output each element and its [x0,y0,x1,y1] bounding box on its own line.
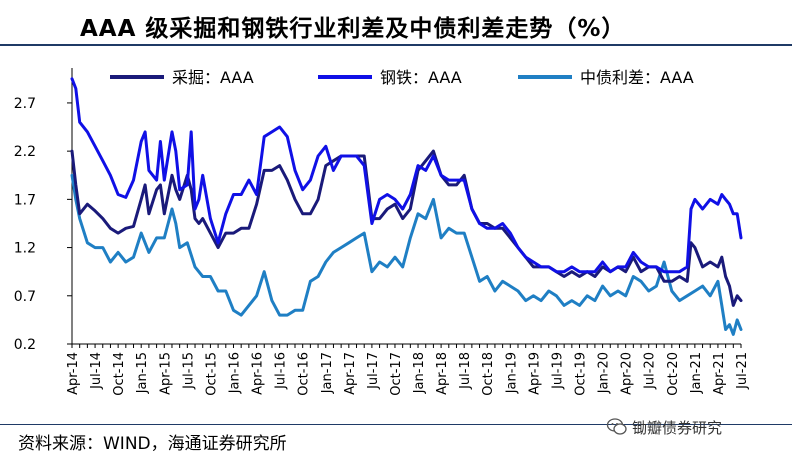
series-layer [70,77,743,336]
x-tick-label: Apr-20 [620,352,635,395]
x-tick-label: Oct-19 [574,352,589,396]
x-tick-label: Jan-15 [135,352,150,394]
x-tick-label: Jan-18 [412,352,427,394]
y-tick-label: 1.7 [14,192,36,208]
x-tick-label: Apr-15 [158,352,173,395]
y-tick-label: 2.7 [14,96,36,112]
source-note: 资料来源：WIND，海通证券研究所 [18,434,287,454]
x-tick-label: Jan-17 [320,352,335,394]
x-tick-label: Apr-19 [527,352,542,395]
x-tick-label: Oct-14 [112,352,127,396]
title-bar: AAA 级采掘和钢铁行业利差及中债利差走势（%） [0,0,792,46]
y-tick-label: 1.2 [14,241,36,257]
x-tick-label: Jan-19 [504,352,519,394]
x-tick-label: Apr-14 [66,352,81,395]
x-tick-label: Jul-17 [366,352,381,390]
legend-label-cbond: 中债利差：AAA [580,68,694,87]
series-line-steel [70,77,743,274]
x-tick-label: Jul-14 [89,352,104,390]
watermark-text: 锄瓣债券研究 [632,418,723,437]
x-tick-label: Jan-20 [597,352,612,394]
x-tick-label: Oct-15 [204,352,219,396]
x-tick-label: Oct-17 [389,352,404,396]
x-tick-label: Apr-18 [435,352,450,395]
x-tick-label: Jan-16 [227,352,242,394]
x-tick-label: Jul-19 [550,352,565,390]
chart-title: AAA 级采掘和钢铁行业利差及中债利差走势（%） [80,16,626,42]
watermark: 锄瓣债券研究 [606,416,722,438]
y-tick-label: 2.2 [14,144,36,160]
x-tick-label: Jul-16 [274,352,289,390]
x-tick-label: Jul-18 [458,352,473,390]
x-tick-label: Jan-21 [689,352,704,394]
x-tick-label: Oct-16 [297,352,312,396]
legend: 采掘：AAA 钢铁：AAA 中债利差：AAA [110,68,694,87]
series-line-cbond [70,173,743,336]
y-tick-label: 0.2 [14,337,36,353]
legend-label-mining: 采掘：AAA [172,68,254,87]
x-tick-label: Jul-20 [643,352,658,390]
y-tick-label: 0.7 [14,289,36,305]
x-tick-label: Jul-21 [735,352,750,390]
wechat-icon [606,418,627,435]
legend-label-steel: 钢铁：AAA [380,68,462,87]
line-chart: 0.2 0.7 1.2 1.7 2.2 2.7 Apr-14 Jul-14 Oct-14 Jan-… [14,68,750,396]
x-tick-label: Apr-16 [251,352,266,395]
x-tick-label: Oct-18 [481,352,496,396]
x-tick-label: Oct-20 [666,352,681,396]
x-tick-label: Apr-21 [712,352,727,395]
bottom-rule [0,424,792,425]
x-tick-label: Apr-17 [343,352,358,395]
axes: 0.2 0.7 1.2 1.7 2.2 2.7 Apr-14 Jul-14 Oct-14 Jan-… [14,68,750,396]
x-tick-label: Jul-15 [181,352,196,390]
